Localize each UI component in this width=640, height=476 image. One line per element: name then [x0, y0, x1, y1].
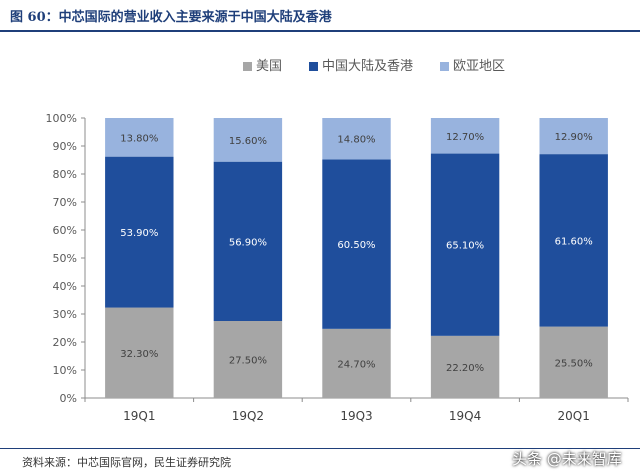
- footer-rule: [0, 448, 640, 449]
- data-label: 27.50%: [229, 356, 267, 367]
- stacked-bar-chart: 美国 中国大陆及香港 欧亚地区 0% 10% 20% 30% 40% 50% 60% 70% 80% 9…: [46, 58, 629, 423]
- bar-segment-19q4-s2: [430, 118, 500, 154]
- bar-segment-19q1-s0: [105, 307, 174, 398]
- y-tick-label: 40%: [53, 280, 77, 293]
- data-label: 32.30%: [120, 349, 158, 360]
- header-rule: [0, 30, 640, 32]
- bar-segment-19q4-s1: [430, 153, 500, 336]
- x-tick-label: 19Q3: [340, 409, 372, 423]
- y-tick-label: 20%: [53, 336, 77, 349]
- x-tick-label: 20Q1: [558, 409, 590, 423]
- data-label: 65.10%: [446, 241, 484, 252]
- y-tick-label: 90%: [53, 140, 77, 153]
- data-label: 53.90%: [120, 228, 158, 239]
- legend-label-0: 美国: [256, 59, 282, 74]
- data-label: 60.50%: [337, 240, 375, 251]
- y-tick-label: 70%: [53, 196, 77, 209]
- bar-segment-19q2-s1: [213, 161, 283, 321]
- data-label: 15.60%: [229, 136, 267, 147]
- data-label: 12.70%: [446, 132, 484, 143]
- x-tick-label: 19Q4: [449, 409, 481, 423]
- y-tick-label: 50%: [53, 252, 77, 265]
- bar-segment-19q3-s1: [322, 159, 391, 329]
- figure-title: 图 60：中芯国际的营业收入主要来源于中国大陆及香港: [10, 9, 332, 25]
- bar-segment-19q2-s2: [213, 118, 283, 162]
- legend-label-1: 中国大陆及香港: [322, 58, 413, 74]
- data-label: 13.80%: [120, 133, 158, 144]
- bar-segment-19q1-s2: [105, 118, 174, 157]
- bar-segment-20q1-s0: [539, 326, 608, 398]
- data-label: 24.70%: [337, 359, 375, 370]
- legend-swatch-2: [440, 62, 449, 71]
- y-tick-label: 100%: [46, 112, 77, 125]
- bar-segment-19q3-s2: [322, 118, 391, 160]
- bar-segment-19q3-s0: [322, 328, 391, 398]
- y-tick-label: 0%: [60, 392, 77, 405]
- figure-header: 图 60：中芯国际的营业收入主要来源于中国大陆及香港: [0, 0, 640, 30]
- data-label: 12.90%: [555, 132, 593, 143]
- y-tick-label: 30%: [53, 308, 77, 321]
- legend-label-2: 欧亚地区: [453, 59, 505, 74]
- data-label: 25.50%: [555, 358, 593, 369]
- watermark: 头条 @未来智库: [512, 450, 622, 468]
- bar-segment-19q2-s0: [213, 321, 283, 398]
- legend-swatch-1: [309, 62, 318, 71]
- bar-segment-20q1-s2: [539, 118, 608, 155]
- x-tick-label: 19Q2: [232, 409, 264, 423]
- y-tick-label: 80%: [53, 168, 77, 181]
- data-label: 61.60%: [555, 236, 593, 247]
- x-tick-label: 19Q1: [123, 409, 155, 423]
- data-label: 56.90%: [229, 237, 267, 248]
- bar-segment-19q1-s1: [105, 156, 174, 308]
- data-label: 22.20%: [446, 363, 484, 374]
- bar-segment-20q1-s1: [539, 154, 608, 327]
- source-note: 资料来源：中芯国际官网，民生证券研究院: [22, 456, 231, 469]
- y-tick-label: 60%: [53, 224, 77, 237]
- legend-swatch-0: [243, 62, 252, 71]
- bar-segment-19q4-s0: [430, 335, 500, 398]
- data-label: 14.80%: [337, 135, 375, 146]
- y-tick-label: 10%: [53, 364, 77, 377]
